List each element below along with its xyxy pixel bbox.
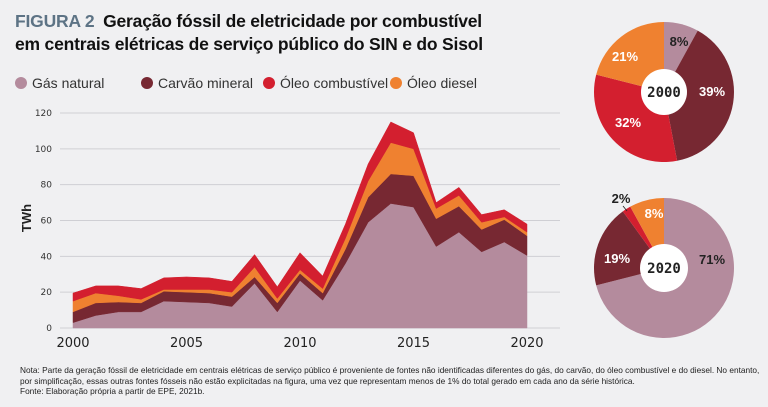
figure-label: FIGURA 2 xyxy=(15,11,95,31)
y-tick-label: 0 xyxy=(46,324,52,334)
legend-swatch-diesel xyxy=(390,77,402,89)
legend-item-coal: Carvão mineral xyxy=(141,75,253,91)
pie-slice-label: 71% xyxy=(699,252,725,267)
pie-slice-coal xyxy=(664,30,734,161)
pie-center-year: 2000 xyxy=(647,85,681,101)
y-tick-label: 40 xyxy=(41,252,53,262)
donut-hole xyxy=(640,244,688,292)
y-tick-label: 100 xyxy=(35,145,52,155)
x-tick-label: 2020 xyxy=(510,336,543,351)
legend-item-diesel: Óleo diesel xyxy=(390,75,477,91)
y-tick-label: 80 xyxy=(41,181,53,191)
pie-slice-label: 8% xyxy=(670,34,689,49)
figure-title: Geração fóssil de eletricidade por combu… xyxy=(15,11,483,54)
y-tick-label: 60 xyxy=(41,217,53,227)
pie-slice-label: 2% xyxy=(612,191,631,206)
area-series xyxy=(72,121,528,329)
pie-slice-label: 21% xyxy=(612,49,638,64)
area-fuel-oil xyxy=(72,121,528,302)
y-axis-label: TWh xyxy=(19,204,34,232)
pie-2000: 8% 39% 32% 21% 2000 xyxy=(593,22,734,163)
legend-swatch-gas xyxy=(15,77,27,89)
pie-slice-label: 39% xyxy=(699,84,725,99)
y-tick-label: 120 xyxy=(35,109,52,119)
pie-2020: 71% 19% 2% 8% 2020 xyxy=(594,191,734,339)
legend-item-fuel-oil: Óleo combustível xyxy=(263,75,388,91)
legend-swatch-coal xyxy=(141,77,153,89)
chart-title: FIGURA 2 Geração fóssil de eletricidade … xyxy=(15,10,485,56)
footnote-source: Fonte: Elaboração própria a partir de EP… xyxy=(20,386,205,396)
pie-slice-label: 8% xyxy=(645,206,664,221)
legend-item-gas: Gás natural xyxy=(15,75,104,91)
legend-swatch-fuel-oil xyxy=(263,77,275,89)
y-axis-ticks: 0 20 40 60 80 100 120 xyxy=(35,109,52,334)
donut-hole xyxy=(641,69,687,115)
legend-label: Óleo combustível xyxy=(280,75,389,91)
pie-center-year: 2020 xyxy=(647,261,681,277)
x-tick-label: 2005 xyxy=(170,336,203,351)
x-tick-label: 2015 xyxy=(397,336,430,351)
pie-slice-diesel xyxy=(596,22,664,92)
x-axis-ticks: 2000 2005 2010 2015 2020 xyxy=(56,336,543,351)
pie-slice-label: 19% xyxy=(604,251,630,266)
footnote: Nota: Parte da geração fóssil de eletric… xyxy=(20,365,760,397)
y-tick-label: 20 xyxy=(41,288,53,298)
x-tick-label: 2010 xyxy=(283,336,316,351)
x-tick-label: 2000 xyxy=(56,336,89,351)
legend-label: Carvão mineral xyxy=(158,75,253,91)
leader-line xyxy=(622,205,628,212)
pie-slice-label: 32% xyxy=(615,115,641,130)
legend-label: Gás natural xyxy=(32,75,105,91)
footnote-note: Nota: Parte da geração fóssil de eletric… xyxy=(20,365,760,386)
legend-label: Óleo diesel xyxy=(407,75,478,91)
